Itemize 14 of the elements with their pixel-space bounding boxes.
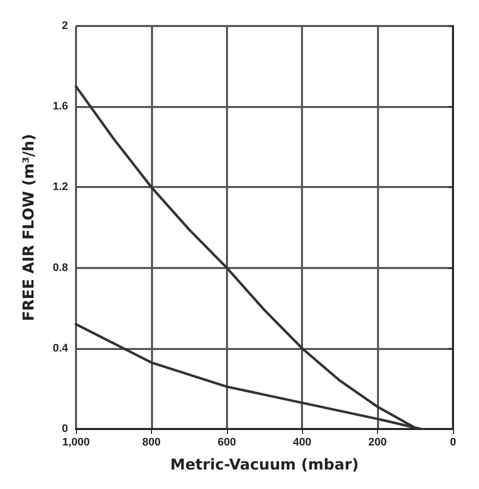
y-tick-label: 0.4 [52, 342, 69, 354]
x-tick-label: 400 [293, 436, 312, 448]
y-tick-label: 0 [62, 423, 68, 435]
y-tick-label: 0.8 [52, 262, 68, 274]
x-tick-label: 200 [368, 436, 387, 448]
y-tick-label: 1.6 [52, 100, 68, 113]
x-tick-label: 1,000 [62, 436, 90, 448]
y-tick-label: 2 [62, 20, 68, 32]
y-tick-label: 1.2 [52, 181, 68, 194]
x-tick-label: 800 [142, 436, 161, 448]
x-tick-label: 600 [218, 436, 236, 448]
x-axis-title: Metric-Vacuum (mbar) [170, 456, 359, 474]
x-tick-label: 0 [450, 436, 456, 448]
y-axis-title: FREE AIR FLOW (m³/h) [20, 134, 38, 322]
